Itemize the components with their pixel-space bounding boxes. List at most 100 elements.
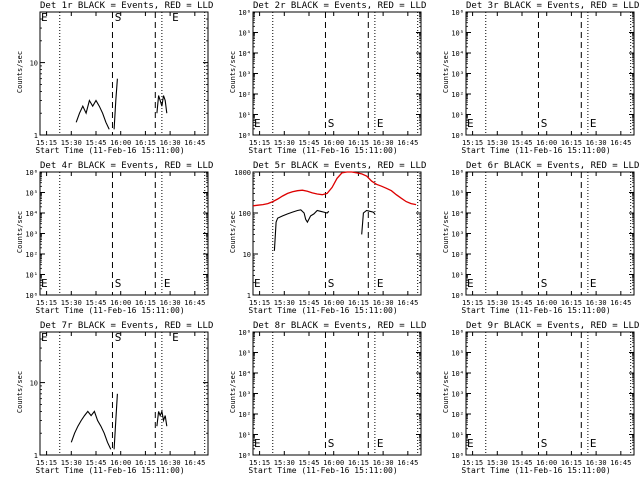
y-tick-label: 1000 xyxy=(234,169,251,177)
x-tick-label: 15:15 xyxy=(249,299,270,307)
detector-panel-9: Det 9r BLACK = Events, RED = LLD Start Ti… xyxy=(426,320,639,480)
e-marker: E xyxy=(172,11,179,24)
y-tick-label: 10⁴ xyxy=(451,50,464,58)
e-marker: E xyxy=(254,437,261,450)
x-axis-label: Start Time (11-Feb-16 15:11:00) xyxy=(461,306,611,315)
plot-canvas: 10⁰ 10¹ 10² 10³ 10⁴ 10⁵ 10⁶ 15:15 15:30 15:45 16:0… xyxy=(451,169,635,307)
plot-frame xyxy=(465,331,635,456)
x-tick-label: 16:45 xyxy=(397,139,418,147)
e-marker: E xyxy=(41,11,48,24)
s-marker: S xyxy=(115,277,122,290)
x-tick-label: 15:45 xyxy=(511,139,532,147)
y-tick-label: 10⁰ xyxy=(451,452,464,460)
y-tick-label: 10⁶ xyxy=(25,169,38,177)
y-tick-label: 10⁶ xyxy=(451,169,464,177)
detector-panel-1: Det 1r BLACK = Events, RED = LLD Start Ti… xyxy=(0,0,213,160)
panel-title: Det 3r BLACK = Events, RED = LLD xyxy=(466,1,640,11)
events-series-line xyxy=(273,209,330,251)
panel-title: Det 8r BLACK = Events, RED = LLD xyxy=(253,321,427,331)
x-tick-label: 15:30 xyxy=(61,299,82,307)
x-tick-label: 16:00 xyxy=(110,299,131,307)
y-tick-label: 10¹ xyxy=(25,272,38,280)
y-tick-label: 10⁵ xyxy=(238,350,251,358)
y-tick-label: 10³ xyxy=(451,231,464,239)
x-tick-label: 16:15 xyxy=(348,299,369,307)
x-tick-label: 16:15 xyxy=(561,459,582,467)
x-tick-label: 16:15 xyxy=(135,299,156,307)
x-tick-label: 16:15 xyxy=(135,139,156,147)
x-tick-label: 15:15 xyxy=(249,459,270,467)
x-tick-label: 16:15 xyxy=(135,459,156,467)
x-tick-label: 16:30 xyxy=(160,299,181,307)
y-tick-label: 10⁶ xyxy=(451,9,464,17)
y-tick-label: 10² xyxy=(25,251,38,259)
x-tick-label: 16:45 xyxy=(184,299,205,307)
x-tick-label: 16:30 xyxy=(586,299,607,307)
y-tick-label: 10⁰ xyxy=(25,292,38,300)
y-tick-label: 10¹ xyxy=(451,432,464,440)
detector-panel-5: Det 5r BLACK = Events, RED = LLD Start Ti… xyxy=(213,160,426,320)
lld-series-line xyxy=(252,171,417,207)
events-series-line xyxy=(156,95,168,114)
plot-canvas: 10⁰ 10¹ 10² 10³ 10⁴ 10⁵ 10⁶ 15:15 15:30 15:45 16:0… xyxy=(238,9,422,147)
y-tick-label: 10² xyxy=(451,91,464,99)
panel-title: Det 9r BLACK = Events, RED = LLD xyxy=(466,321,640,331)
x-tick-label: 15:15 xyxy=(36,459,57,467)
x-tick-label: 16:15 xyxy=(561,139,582,147)
x-tick-label: 15:30 xyxy=(487,459,508,467)
y-tick-label: 10³ xyxy=(25,231,38,239)
y-tick-label: 10⁵ xyxy=(238,30,251,38)
s-marker: S xyxy=(541,277,548,290)
x-tick-label: 16:00 xyxy=(323,139,344,147)
y-tick-label: 10⁰ xyxy=(238,452,251,460)
x-tick-label: 15:30 xyxy=(487,139,508,147)
plot-canvas: 10⁰ 10¹ 10² 10³ 10⁴ 10⁵ 10⁶ 15:15 15:30 15:45 16:0… xyxy=(238,329,422,467)
detector-panel-2: Det 2r BLACK = Events, RED = LLD Start Ti… xyxy=(213,0,426,160)
y-tick-label: 10⁴ xyxy=(238,370,251,378)
e-marker: E xyxy=(172,331,179,344)
events-series-line xyxy=(361,209,376,235)
x-tick-label: 15:45 xyxy=(85,299,106,307)
s-marker: S xyxy=(541,117,548,130)
y-tick-label: 10² xyxy=(451,251,464,259)
x-tick-label: 15:15 xyxy=(36,139,57,147)
x-tick-label: 16:15 xyxy=(561,299,582,307)
y-tick-label: 10³ xyxy=(451,391,464,399)
x-tick-label: 15:30 xyxy=(274,299,295,307)
x-tick-label: 16:30 xyxy=(586,139,607,147)
panel-title: Det 7r BLACK = Events, RED = LLD xyxy=(40,321,214,331)
x-tick-label: 16:00 xyxy=(110,459,131,467)
y-tick-label: 1 xyxy=(34,132,38,140)
plot-frame xyxy=(39,171,209,296)
y-tick-label: 10⁰ xyxy=(451,292,464,300)
s-marker: S xyxy=(328,437,335,450)
x-tick-label: 16:45 xyxy=(397,459,418,467)
e-marker: E xyxy=(467,277,474,290)
x-tick-label: 16:00 xyxy=(536,299,557,307)
s-marker: S xyxy=(328,117,335,130)
y-tick-label: 10⁶ xyxy=(238,329,251,337)
x-tick-label: 16:30 xyxy=(160,459,181,467)
e-marker: E xyxy=(164,277,171,290)
x-tick-label: 15:15 xyxy=(462,299,483,307)
plot-frame xyxy=(252,11,422,136)
plot-canvas: 1 10 100 1000 15:15 15:30 15:45 16:00 16:15 16:30… xyxy=(234,169,422,307)
y-tick-label: 10⁵ xyxy=(451,350,464,358)
y-tick-label: 100 xyxy=(238,210,251,218)
x-tick-label: 16:00 xyxy=(536,459,557,467)
x-axis-label: Start Time (11-Feb-16 15:11:00) xyxy=(248,146,398,155)
e-marker: E xyxy=(590,437,597,450)
plot-frame xyxy=(39,11,209,136)
y-tick-label: 10⁵ xyxy=(25,190,38,198)
x-tick-label: 16:00 xyxy=(323,299,344,307)
x-tick-label: 16:30 xyxy=(160,139,181,147)
y-tick-label: 10¹ xyxy=(238,432,251,440)
x-tick-label: 16:30 xyxy=(373,139,394,147)
y-tick-label: 10¹ xyxy=(238,112,251,120)
detector-panel-3: Det 3r BLACK = Events, RED = LLD Start Ti… xyxy=(426,0,639,160)
y-tick-label: 10⁶ xyxy=(451,329,464,337)
x-axis-label: Start Time (11-Feb-16 15:11:00) xyxy=(461,146,611,155)
y-tick-label: 10 xyxy=(30,380,38,388)
plot-frame xyxy=(465,11,635,136)
